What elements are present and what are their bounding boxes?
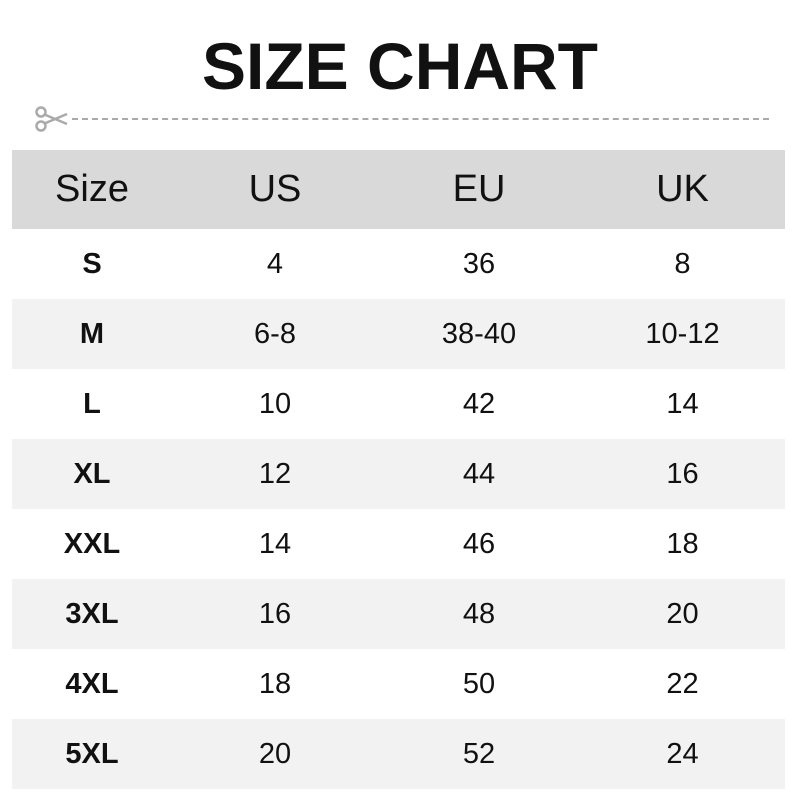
- size-value-cell: 14: [258, 527, 292, 560]
- size-cell: XXL: [63, 527, 121, 560]
- size-value-cell: 36: [462, 247, 496, 280]
- size-value-cell: 4: [266, 247, 284, 280]
- size-value-cell: 20: [580, 579, 785, 649]
- size-value-cell: 6-8: [172, 299, 378, 369]
- table-row: M 6-8 38-40 10-12: [12, 299, 785, 369]
- size-value-cell: 14: [666, 387, 699, 420]
- size-value-cell: 8: [674, 247, 691, 280]
- size-value-cell: 38-40: [378, 299, 580, 369]
- column-header: Size: [12, 150, 172, 229]
- column-header: US: [172, 150, 378, 229]
- size-cell: XL: [12, 439, 172, 509]
- size-value-cell: 24: [580, 719, 785, 789]
- size-value-cell: 52: [378, 719, 580, 789]
- size-value-cell: 18: [258, 667, 292, 700]
- dashed-line: [72, 118, 769, 120]
- size-cell: 5XL: [12, 719, 172, 789]
- header-row: Size US EU UK: [12, 150, 785, 229]
- size-value-cell: 16: [580, 439, 785, 509]
- size-value-cell: 46: [462, 527, 496, 560]
- column-header: EU: [378, 150, 580, 229]
- size-value-cell: 10: [258, 387, 292, 420]
- size-value-cell: 22: [666, 667, 699, 700]
- size-value-cell: 12: [172, 439, 378, 509]
- size-value-cell: 20: [172, 719, 378, 789]
- column-header: UK: [580, 150, 785, 229]
- size-value-cell: 10-12: [580, 299, 785, 369]
- table-row: L 10 42 14: [12, 369, 785, 439]
- cut-line: [34, 104, 769, 134]
- table-row: S 4 36 8: [12, 229, 785, 299]
- size-table: Size US EU UK S 4 36 8 M 6-8 38-40 10-12 L 10 42 14 XL 1…: [12, 150, 785, 789]
- size-cell: L: [83, 387, 101, 420]
- size-cell: 4XL: [65, 667, 119, 700]
- size-value-cell: 44: [378, 439, 580, 509]
- size-cell: S: [82, 247, 102, 280]
- table-row: XL 12 44 16: [12, 439, 785, 509]
- scissors-icon: [35, 106, 68, 132]
- size-value-cell: 16: [172, 579, 378, 649]
- size-cell: M: [12, 299, 172, 369]
- table-row: 4XL 18 50 22: [12, 649, 785, 719]
- size-value-cell: 48: [378, 579, 580, 649]
- size-value-cell: 18: [666, 527, 699, 560]
- size-cell: 3XL: [12, 579, 172, 649]
- size-value-cell: 50: [462, 667, 496, 700]
- table-row: 3XL 16 48 20: [12, 579, 785, 649]
- table-row: 5XL 20 52 24: [12, 719, 785, 789]
- size-value-cell: 42: [462, 387, 496, 420]
- page-title: SIZE CHART: [202, 29, 598, 103]
- table-row: XXL 14 46 18: [12, 509, 785, 579]
